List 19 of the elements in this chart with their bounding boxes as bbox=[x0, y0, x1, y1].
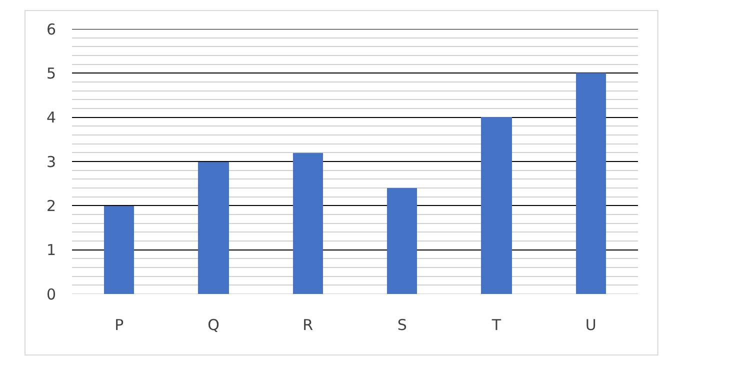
x-tick-label: Q bbox=[208, 316, 220, 334]
y-tick-label: 5 bbox=[46, 64, 56, 82]
y-tick-label: 4 bbox=[46, 108, 56, 127]
x-tick-label: U bbox=[585, 316, 596, 334]
y-tick-label: 1 bbox=[46, 241, 56, 260]
x-tick-label: R bbox=[302, 316, 314, 334]
x-tick-label: S bbox=[397, 316, 407, 334]
y-tick-label: 3 bbox=[46, 152, 56, 171]
bar bbox=[198, 162, 229, 294]
bar bbox=[387, 188, 417, 294]
bar bbox=[104, 206, 134, 294]
x-tick-label: P bbox=[114, 316, 124, 334]
y-tick-label: 6 bbox=[46, 20, 56, 38]
x-tick-label: T bbox=[490, 316, 502, 334]
y-tick-label: 0 bbox=[46, 285, 56, 304]
bar bbox=[293, 153, 323, 294]
bar bbox=[481, 117, 512, 294]
y-tick-label: 2 bbox=[46, 196, 56, 215]
bar bbox=[576, 73, 606, 294]
